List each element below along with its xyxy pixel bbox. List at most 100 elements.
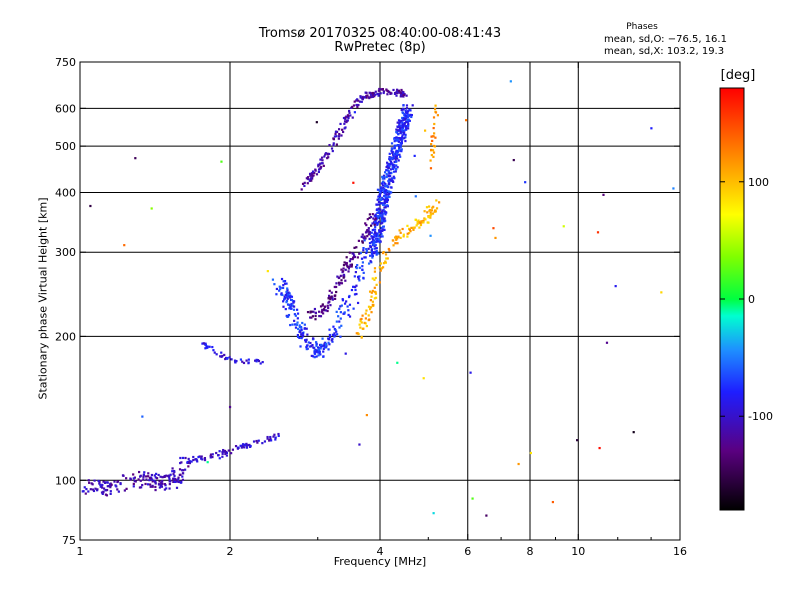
y-tick-label: 100 (55, 474, 76, 487)
data-point (356, 264, 359, 267)
data-point (400, 95, 404, 98)
x-axis-label: Frequency [MHz] (333, 555, 427, 568)
data-point (402, 95, 405, 98)
data-point (368, 237, 371, 241)
data-point (399, 95, 402, 98)
data-point (373, 231, 377, 234)
data-point (377, 200, 381, 204)
data-point (388, 152, 391, 155)
data-point (393, 164, 396, 167)
data-point (330, 291, 333, 294)
data-point (406, 116, 409, 119)
data-point (391, 151, 394, 154)
data-point (279, 287, 282, 291)
data-point (660, 291, 663, 294)
data-point (160, 481, 163, 484)
data-point (155, 472, 158, 475)
data-point (188, 461, 191, 464)
data-point (395, 94, 398, 97)
data-point (318, 163, 321, 166)
data-point (386, 164, 389, 167)
data-point (381, 188, 385, 191)
data-point (186, 460, 189, 464)
data-point (378, 230, 381, 233)
data-point (374, 225, 377, 229)
data-point (171, 470, 174, 473)
data-point (393, 160, 396, 164)
data-point (319, 347, 322, 350)
data-point (320, 156, 324, 159)
data-point (287, 295, 290, 298)
data-point (145, 475, 148, 478)
data-point (274, 436, 277, 439)
data-point (370, 311, 373, 314)
data-point (375, 253, 378, 256)
data-point (380, 210, 384, 214)
data-point (202, 342, 206, 345)
data-point (309, 310, 312, 313)
data-point (324, 153, 327, 156)
data-point (388, 195, 391, 199)
data-point (399, 141, 402, 145)
data-point (271, 278, 275, 281)
data-point (337, 281, 341, 284)
data-point (406, 224, 409, 227)
data-point (151, 485, 154, 488)
data-point (390, 186, 393, 189)
data-point (365, 223, 368, 227)
data-point (93, 479, 96, 482)
data-point (390, 142, 394, 145)
data-point (293, 323, 297, 326)
data-point (83, 486, 86, 489)
data-point (378, 281, 381, 284)
data-point (153, 479, 156, 482)
data-point (116, 488, 119, 491)
data-point (313, 356, 316, 359)
data-point (322, 347, 325, 351)
data-point (380, 233, 383, 236)
data-point (376, 92, 379, 96)
data-point (224, 357, 227, 361)
data-point (81, 490, 84, 493)
data-point (388, 172, 392, 175)
x-tick-label: 1 (77, 545, 84, 558)
data-point (318, 343, 322, 347)
data-point (386, 161, 389, 164)
y-tick-label: 500 (55, 140, 76, 153)
data-point (371, 253, 374, 256)
data-point (283, 279, 287, 283)
data-point (179, 461, 182, 465)
data-point (316, 351, 320, 354)
data-point (347, 295, 351, 299)
data-point (269, 435, 272, 439)
data-point (104, 493, 108, 496)
data-point (374, 215, 377, 218)
data-point (509, 80, 512, 83)
data-point (364, 222, 367, 225)
data-point (370, 291, 373, 294)
data-point (316, 346, 320, 349)
data-point (324, 343, 328, 346)
data-point (386, 90, 389, 93)
data-point (138, 486, 142, 489)
data-point (357, 239, 361, 242)
data-point (598, 446, 601, 450)
data-point (149, 483, 152, 486)
data-point (284, 307, 287, 311)
data-point (432, 155, 435, 159)
data-point (354, 271, 357, 274)
data-point (215, 353, 218, 356)
data-point (404, 136, 407, 139)
data-point (364, 237, 367, 240)
chart-subtitle: RwPretec (8p) (334, 40, 426, 55)
phases-o-stats: mean, sd,O: −76.5, 16.1 (604, 34, 727, 45)
data-point (399, 137, 402, 140)
data-point (423, 129, 427, 132)
data-point (395, 88, 399, 91)
data-point (288, 304, 291, 307)
data-point (388, 249, 391, 252)
data-point (301, 332, 305, 335)
data-point (379, 191, 382, 194)
data-point (201, 458, 204, 461)
data-point (650, 127, 653, 130)
